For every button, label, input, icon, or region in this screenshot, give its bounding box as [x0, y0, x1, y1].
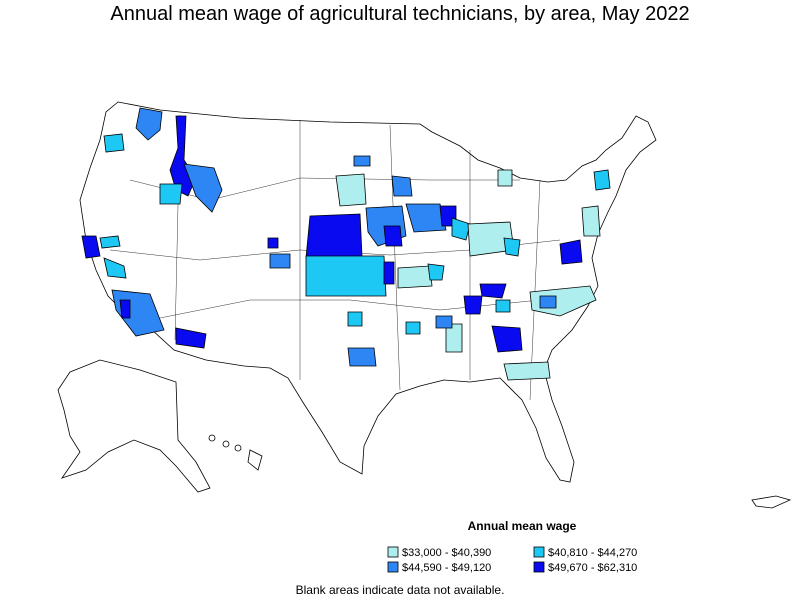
wage-area [183, 163, 223, 213]
wage-area [451, 217, 471, 241]
wage-area [347, 347, 377, 367]
note: Blank areas indicate data not available. [296, 583, 505, 597]
wage-area [427, 263, 445, 281]
wage-area [503, 361, 551, 381]
map [57, 101, 792, 509]
wage-area [159, 183, 183, 205]
wage-area [593, 169, 611, 191]
wage-area [383, 225, 403, 247]
wage-area [529, 285, 597, 317]
wage-area [103, 133, 125, 153]
wage-area [463, 295, 483, 315]
legend-label: $44,590 - $49,120 [402, 562, 491, 574]
wage-area [581, 205, 601, 237]
wage-area [81, 235, 101, 259]
legend-swatch [387, 546, 399, 558]
legend-swatch [387, 561, 399, 573]
wage-area [335, 173, 367, 207]
wage-area [397, 265, 433, 289]
legend-title: Annual mean wage [468, 519, 577, 533]
wage-area [479, 283, 507, 299]
legend: $33,000 - $40,390 $40,810 - $44,270 $44,59… [387, 546, 637, 574]
puerto-rico [751, 495, 792, 509]
wage-area [559, 239, 583, 265]
wage-area [269, 253, 291, 269]
wage-area [305, 255, 387, 297]
alaska [57, 359, 211, 493]
wage-area [405, 321, 421, 335]
wage-area [497, 169, 513, 187]
wage-area [539, 295, 557, 309]
wage-area [267, 237, 279, 249]
legend-swatch [533, 561, 545, 573]
wage-area [495, 299, 511, 313]
wage-area [383, 261, 395, 285]
wage-area [353, 155, 371, 167]
wage-area [103, 257, 127, 279]
wage-area [435, 315, 453, 329]
legend-label: $49,670 - $62,310 [548, 562, 637, 574]
wage-area [491, 325, 523, 353]
wage-area [305, 213, 363, 259]
wage-area [347, 311, 363, 327]
legend-swatch [533, 546, 545, 558]
wage-area [135, 107, 163, 141]
legend-label: $33,000 - $40,390 [402, 547, 491, 559]
legend-label: $40,810 - $44,270 [548, 547, 637, 559]
wage-area [405, 203, 447, 233]
wage-area [99, 235, 121, 249]
wage-area [503, 237, 521, 257]
wage-area [175, 327, 207, 349]
wage-area [445, 323, 463, 353]
hawaii [208, 434, 263, 471]
wage-area [391, 175, 413, 197]
title: Annual mean wage of agricultural technic… [110, 3, 689, 25]
wage-area [119, 299, 131, 319]
